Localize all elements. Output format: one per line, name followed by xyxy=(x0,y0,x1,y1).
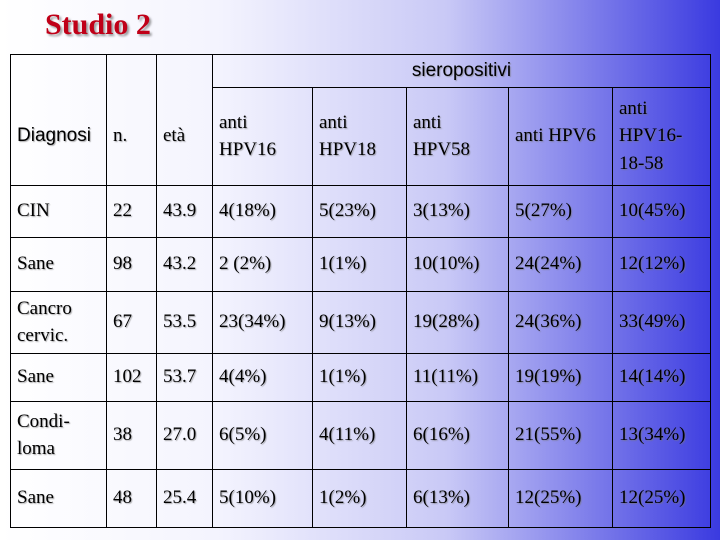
cell-hpv18: 9(13%) xyxy=(312,290,407,354)
cell-n: 22 xyxy=(106,184,157,238)
header-anti-hpv6: anti HPV6 xyxy=(508,86,613,186)
cell-n: 67 xyxy=(106,290,157,354)
cell-n: 48 xyxy=(106,468,157,528)
sieropositivi-header: sieropositivi xyxy=(212,54,711,88)
cell-hpv58: 10(10%) xyxy=(406,236,509,292)
cell-eta: 53.5 xyxy=(156,290,213,354)
cell-hpv16-18-58: 33(49%) xyxy=(612,290,711,354)
cell-diagnosi: CIN xyxy=(10,184,107,238)
header-empty-cell xyxy=(156,54,213,88)
slide-title: Studio 2 xyxy=(45,8,151,41)
cell-hpv16: 4(18%) xyxy=(212,184,313,238)
cell-diagnosi: Condi-loma xyxy=(10,400,107,470)
header-eta: età xyxy=(156,87,213,186)
table-row: CIN 22 43.9 4(18%) 5(23%) 3(13%) 5(27%) … xyxy=(10,184,711,238)
cell-hpv6: 21(55%) xyxy=(508,400,613,470)
cell-hpv16-18-58: 14(14%) xyxy=(612,352,711,402)
cell-hpv6: 24(24%) xyxy=(508,236,613,292)
table-row: Sane 98 43.2 2 (2%) 1(1%) 10(10%) 24(24%… xyxy=(10,236,711,292)
cell-eta: 53.7 xyxy=(156,352,213,402)
header-anti-hpv58: anti HPV58 xyxy=(406,86,509,186)
table-row: Sane 102 53.7 4(4%) 1(1%) 11(11%) 19(19%… xyxy=(10,352,711,402)
cell-hpv6: 5(27%) xyxy=(508,184,613,238)
cell-hpv58: 6(16%) xyxy=(406,400,509,470)
cell-hpv58: 3(13%) xyxy=(406,184,509,238)
header-anti-hpv16-18-58: anti HPV16-18-58 xyxy=(612,86,711,186)
cell-hpv18: 1(2%) xyxy=(312,468,407,528)
spanner-row: sieropositivi xyxy=(10,54,711,88)
cell-diagnosi: Sane xyxy=(10,468,107,528)
header-anti-hpv16: anti HPV16 xyxy=(212,86,313,186)
header-empty-cell xyxy=(10,54,107,88)
cell-hpv16: 5(10%) xyxy=(212,468,313,528)
cell-hpv18: 4(11%) xyxy=(312,400,407,470)
cell-hpv6: 12(25%) xyxy=(508,468,613,528)
cell-hpv6: 24(36%) xyxy=(508,290,613,354)
cell-hpv16-18-58: 12(12%) xyxy=(612,236,711,292)
cell-eta: 43.9 xyxy=(156,184,213,238)
cell-hpv16-18-58: 10(45%) xyxy=(612,184,711,238)
cell-n: 38 xyxy=(106,400,157,470)
cell-hpv16: 6(5%) xyxy=(212,400,313,470)
cell-hpv58: 11(11%) xyxy=(406,352,509,402)
cell-n: 102 xyxy=(106,352,157,402)
cell-hpv16-18-58: 13(34%) xyxy=(612,400,711,470)
cell-hpv18: 5(23%) xyxy=(312,184,407,238)
cell-hpv16: 2 (2%) xyxy=(212,236,313,292)
cell-eta: 27.0 xyxy=(156,400,213,470)
cell-hpv58: 19(28%) xyxy=(406,290,509,354)
cell-eta: 43.2 xyxy=(156,236,213,292)
cell-diagnosi: Sane xyxy=(10,236,107,292)
header-n: n. xyxy=(106,87,157,186)
cell-hpv16: 4(4%) xyxy=(212,352,313,402)
table-row: Sane 48 25.4 5(10%) 1(2%) 6(13%) 12(25%)… xyxy=(10,468,711,528)
header-diagnosi: Diagnosi xyxy=(10,87,107,186)
header-row: Diagnosi n. età anti HPV16 anti HPV18 an… xyxy=(10,86,711,186)
table-row: Condi-loma 38 27.0 6(5%) 4(11%) 6(16%) 2… xyxy=(10,400,711,470)
cell-n: 98 xyxy=(106,236,157,292)
cell-eta: 25.4 xyxy=(156,468,213,528)
cell-hpv18: 1(1%) xyxy=(312,236,407,292)
cell-diagnosi: Sane xyxy=(10,352,107,402)
header-empty-cell xyxy=(106,54,157,88)
cell-hpv58: 6(13%) xyxy=(406,468,509,528)
results-table: sieropositivi Diagnosi n. età anti HPV16… xyxy=(10,54,711,528)
cell-hpv16: 23(34%) xyxy=(212,290,313,354)
table-row: Cancro cervic. 67 53.5 23(34%) 9(13%) 19… xyxy=(10,290,711,354)
header-anti-hpv18: anti HPV18 xyxy=(312,86,407,186)
cell-hpv16-18-58: 12(25%) xyxy=(612,468,711,528)
cell-hpv18: 1(1%) xyxy=(312,352,407,402)
cell-hpv6: 19(19%) xyxy=(508,352,613,402)
cell-diagnosi: Cancro cervic. xyxy=(10,290,107,354)
